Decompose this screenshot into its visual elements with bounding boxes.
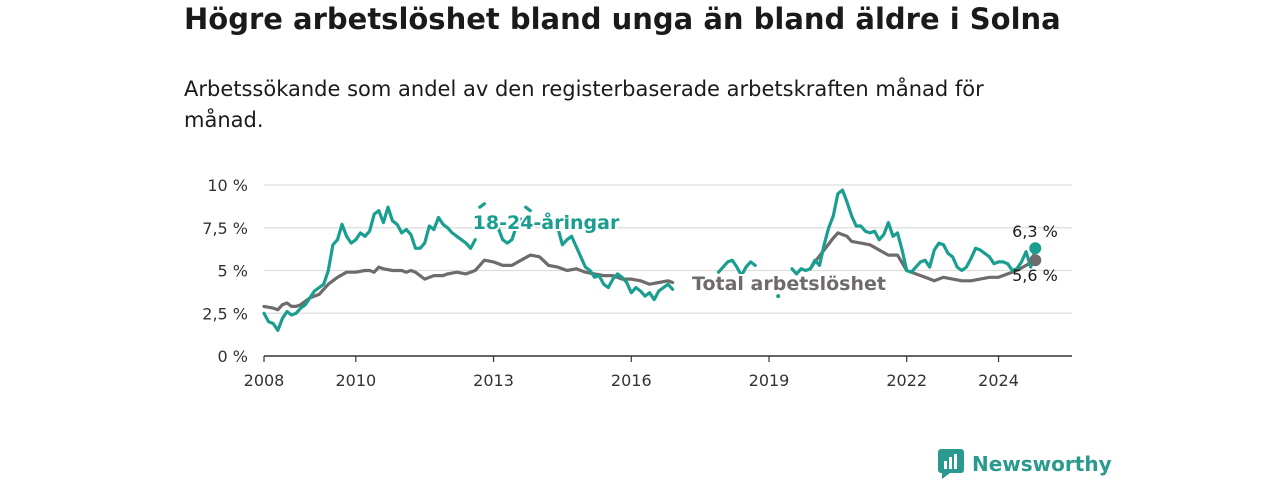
total-series-label: Total arbetslöshet <box>692 273 886 295</box>
gridlines <box>264 184 1072 314</box>
youth-series-line <box>556 226 675 302</box>
youth-series-line <box>790 188 1037 276</box>
youth-series-label: 18-24-åringar <box>473 210 620 234</box>
y-axis: 0 % 2,5 % 5 % 7,5 % 10 % <box>202 176 248 366</box>
x-tick-label: 2024 <box>978 371 1019 390</box>
bar-chart-logo-icon <box>938 449 964 479</box>
youth-series-line <box>716 258 757 278</box>
y-tick-label: 0 % <box>218 347 248 366</box>
x-tick-label: 2016 <box>611 371 652 390</box>
youth-series-line <box>262 205 477 332</box>
y-tick-label: 7,5 % <box>202 219 248 238</box>
chart-subtitle: Arbetssökande som andel av den registerb… <box>184 77 984 132</box>
y-tick-label: 10 % <box>207 176 248 195</box>
series-point <box>776 294 781 299</box>
total-series-line <box>808 231 1037 283</box>
x-tick-label: 2010 <box>335 371 376 390</box>
total-end-dot <box>1029 254 1042 267</box>
y-tick-label: 5 % <box>218 262 248 281</box>
series-labels: 18-24-åringar Total arbetslöshet 6,3 % 5,6 … <box>471 208 1058 297</box>
y-tick-label: 2,5 % <box>202 304 248 323</box>
youth-series-line <box>524 205 532 213</box>
x-tick-label: 2022 <box>886 371 927 390</box>
x-tick-label: 2013 <box>473 371 514 390</box>
youth-series-line <box>496 217 523 245</box>
youth-series-line <box>478 202 486 209</box>
x-axis: 2008 2010 2013 2016 2019 2022 2024 <box>244 355 1072 390</box>
x-tick-label: 2008 <box>244 371 285 390</box>
x-tick-label: 2019 <box>749 371 790 390</box>
chart-title: Högre arbetslöshet bland unga än bland ä… <box>184 2 1061 36</box>
youth-end-dot <box>1029 242 1042 255</box>
brand-logo[interactable]: Newsworthy <box>938 449 1112 479</box>
brand-name: Newsworthy <box>972 452 1112 476</box>
youth-end-value: 6,3 % <box>1012 222 1058 241</box>
series-lines <box>262 188 1042 332</box>
total-end-value: 5,6 % <box>1012 266 1058 285</box>
